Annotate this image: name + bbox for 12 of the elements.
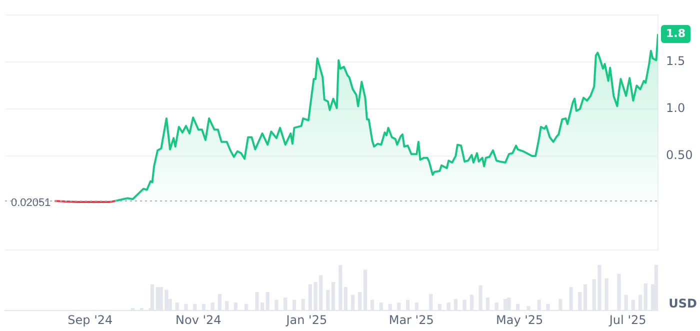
x-tick-label: May '25 xyxy=(496,312,544,327)
x-tick-label: Nov '24 xyxy=(176,312,222,327)
x-tick-label: Mar '25 xyxy=(388,312,434,327)
y-tick-label: 1.0 xyxy=(666,101,686,116)
annotation: 1.8 xyxy=(666,26,686,40)
ref-line-label: 0.02051 xyxy=(11,196,51,209)
y-tick-label: 0.50 xyxy=(666,148,693,162)
x-tick-label: Sep '24 xyxy=(68,312,113,327)
x-tick-label: Jan '25 xyxy=(285,312,328,327)
text: USD xyxy=(668,296,698,311)
x-tick-label: Jul '25 xyxy=(608,312,646,327)
y-tick-label: 1.5 xyxy=(666,54,686,68)
